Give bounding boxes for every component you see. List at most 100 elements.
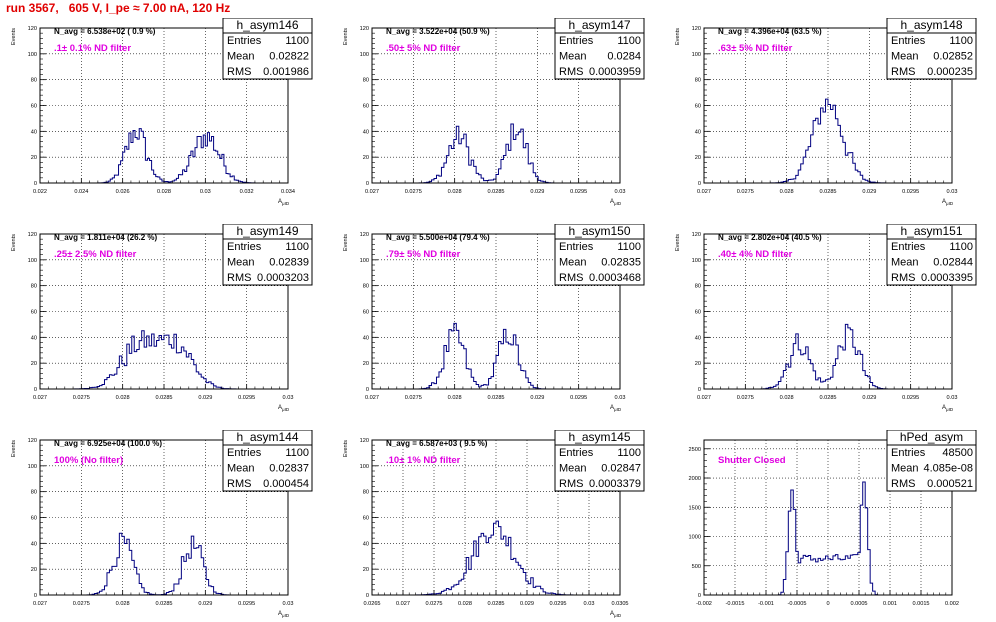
y-tick-label: 2000 (689, 476, 701, 482)
x-tick-label: 0.027 (33, 395, 47, 401)
stats-entries-label: Entries (891, 35, 926, 47)
y-tick-label: 500 (692, 564, 701, 570)
stats-mean-value: 4.085e-08 (923, 463, 973, 475)
x-tick-label: 0.0275 (73, 395, 90, 401)
y-tick-label: 1500 (689, 505, 701, 511)
y-axis-title: Events (343, 440, 349, 457)
x-tick-label: 0.03 (200, 189, 211, 195)
x-tick-label: 0.03 (615, 189, 626, 195)
y-tick-label: 0 (366, 181, 369, 187)
stats-entries-value: 1100 (617, 447, 641, 459)
x-tick-label: 0.028 (780, 189, 794, 195)
histogram-h-asym150: 0.027 0.0275 0.028 0.0285 0.029 0.0295 0.03 0 20… (343, 224, 645, 412)
x-tick-label: 0.0285 (487, 395, 504, 401)
x-tick-label: 0.0265 (363, 601, 380, 607)
stats-entries-value: 1100 (285, 241, 309, 253)
x-tick-label: 0.029 (530, 395, 544, 401)
y-axis-title: Events (11, 234, 17, 251)
x-tick-label: 0.0295 (238, 601, 255, 607)
filter-annotation: .40± 4% ND filter (718, 249, 793, 260)
stats-rms-label: RMS (227, 272, 251, 284)
stats-rms-label: RMS (891, 66, 915, 78)
x-tick-label: 0.028 (116, 395, 130, 401)
x-tick-label: 0.028 (458, 601, 472, 607)
stats-rms-label: RMS (559, 478, 583, 490)
y-tick-label: 120 (28, 438, 37, 444)
stats-entries-label: Entries (559, 447, 594, 459)
x-tick-label: 0.002 (945, 601, 959, 607)
stats-rms-label: RMS (559, 66, 583, 78)
stats-entries-label: Entries (559, 35, 594, 47)
canvas-title: run 3567, 605 V, I_pe ≈ 7.00 nA, 120 Hz (6, 1, 231, 15)
stats-mean-label: Mean (891, 51, 919, 63)
y-tick-label: 0 (698, 181, 701, 187)
y-tick-label: 100 (28, 52, 37, 58)
x-tick-label: 0.029 (862, 395, 876, 401)
stats-entries-value: 1100 (617, 241, 641, 253)
stats-mean-value: 0.02837 (269, 463, 309, 475)
x-tick-label: 0.0295 (238, 395, 255, 401)
y-tick-label: 2500 (689, 447, 701, 453)
stats-entries-label: Entries (559, 241, 594, 253)
stats-mean-label: Mean (559, 51, 587, 63)
stats-mean-label: Mean (227, 51, 255, 63)
stats-title: hPed_asym (900, 430, 963, 444)
x-axis-title: AμID (278, 199, 290, 206)
stats-entries-label: Entries (891, 241, 926, 253)
stats-box (554, 430, 645, 492)
x-axis-title: AμID (278, 611, 290, 618)
stats-title: h_asym145 (568, 430, 630, 444)
stats-rms-value: 0.000235 (927, 66, 973, 78)
filter-annotation: .1± 0.1% ND filter (54, 43, 131, 54)
stats-rms-value: 0.0003379 (589, 478, 641, 490)
x-tick-label: 0.0275 (73, 601, 90, 607)
x-tick-label: 0.0295 (902, 189, 919, 195)
y-tick-label: 80 (363, 78, 369, 84)
y-tick-label: 60 (31, 104, 37, 110)
x-tick-label: 0.03 (283, 395, 294, 401)
y-tick-label: 20 (31, 155, 37, 161)
pad-8: 0.0265 0.027 0.0275 0.028 0.0285 0.029 0.0295 0… (332, 430, 646, 620)
x-tick-label: -0.001 (758, 601, 774, 607)
stats-rms-value: 0.001986 (263, 66, 309, 78)
y-tick-label: 80 (363, 284, 369, 290)
stats-entries-label: Entries (227, 241, 262, 253)
y-tick-label: 120 (28, 232, 37, 238)
x-tick-label: 0.027 (33, 601, 47, 607)
y-tick-label: 0 (34, 387, 37, 393)
y-tick-label: 20 (363, 361, 369, 367)
stats-rms-label: RMS (227, 478, 251, 490)
x-tick-label: 0.032 (240, 189, 254, 195)
x-tick-label: 0.0285 (487, 601, 504, 607)
x-tick-label: 0.034 (281, 189, 295, 195)
filter-annotation: .63± 5% ND filter (718, 43, 793, 54)
y-tick-label: 20 (695, 361, 701, 367)
x-tick-label: 0.0295 (570, 395, 587, 401)
x-tick-label: 0.03 (283, 601, 294, 607)
navg-annotation: N_avg = 3.522e+04 (50.9 %) (386, 27, 490, 36)
pad-2: 0.027 0.0275 0.028 0.0285 0.029 0.0295 0.03 0 20… (332, 18, 646, 208)
x-tick-label: 0.0285 (155, 601, 172, 607)
x-tick-label: 0.0295 (549, 601, 566, 607)
y-axis-title: Events (343, 234, 349, 251)
y-tick-label: 20 (31, 567, 37, 573)
histogram-line (372, 123, 620, 184)
filter-annotation: 100% (No filter) (54, 455, 123, 466)
stats-title: h_asym149 (236, 224, 298, 238)
y-tick-label: 40 (31, 129, 37, 135)
x-tick-label: 0.029 (198, 601, 212, 607)
filter-annotation: .10± 1% ND filter (386, 455, 461, 466)
histogram-h-asym146: 0.022 0.024 0.026 0.028 0.03 0.032 0.034 0 20 40 6… (11, 18, 313, 206)
x-tick-label: -0.002 (696, 601, 712, 607)
y-tick-label: 60 (695, 310, 701, 316)
navg-annotation: N_avg = 6.538e+02 ( 0.9 %) (54, 27, 156, 36)
y-tick-label: 120 (28, 26, 37, 32)
stats-rms-label: RMS (227, 66, 251, 78)
y-tick-label: 80 (31, 78, 37, 84)
x-axis-title: AμID (942, 199, 954, 206)
stats-box (886, 430, 977, 492)
x-tick-label: -0.0015 (726, 601, 745, 607)
y-tick-label: 100 (28, 464, 37, 470)
stats-entries-value: 1100 (285, 35, 309, 47)
stats-rms-value: 0.0003395 (921, 272, 973, 284)
